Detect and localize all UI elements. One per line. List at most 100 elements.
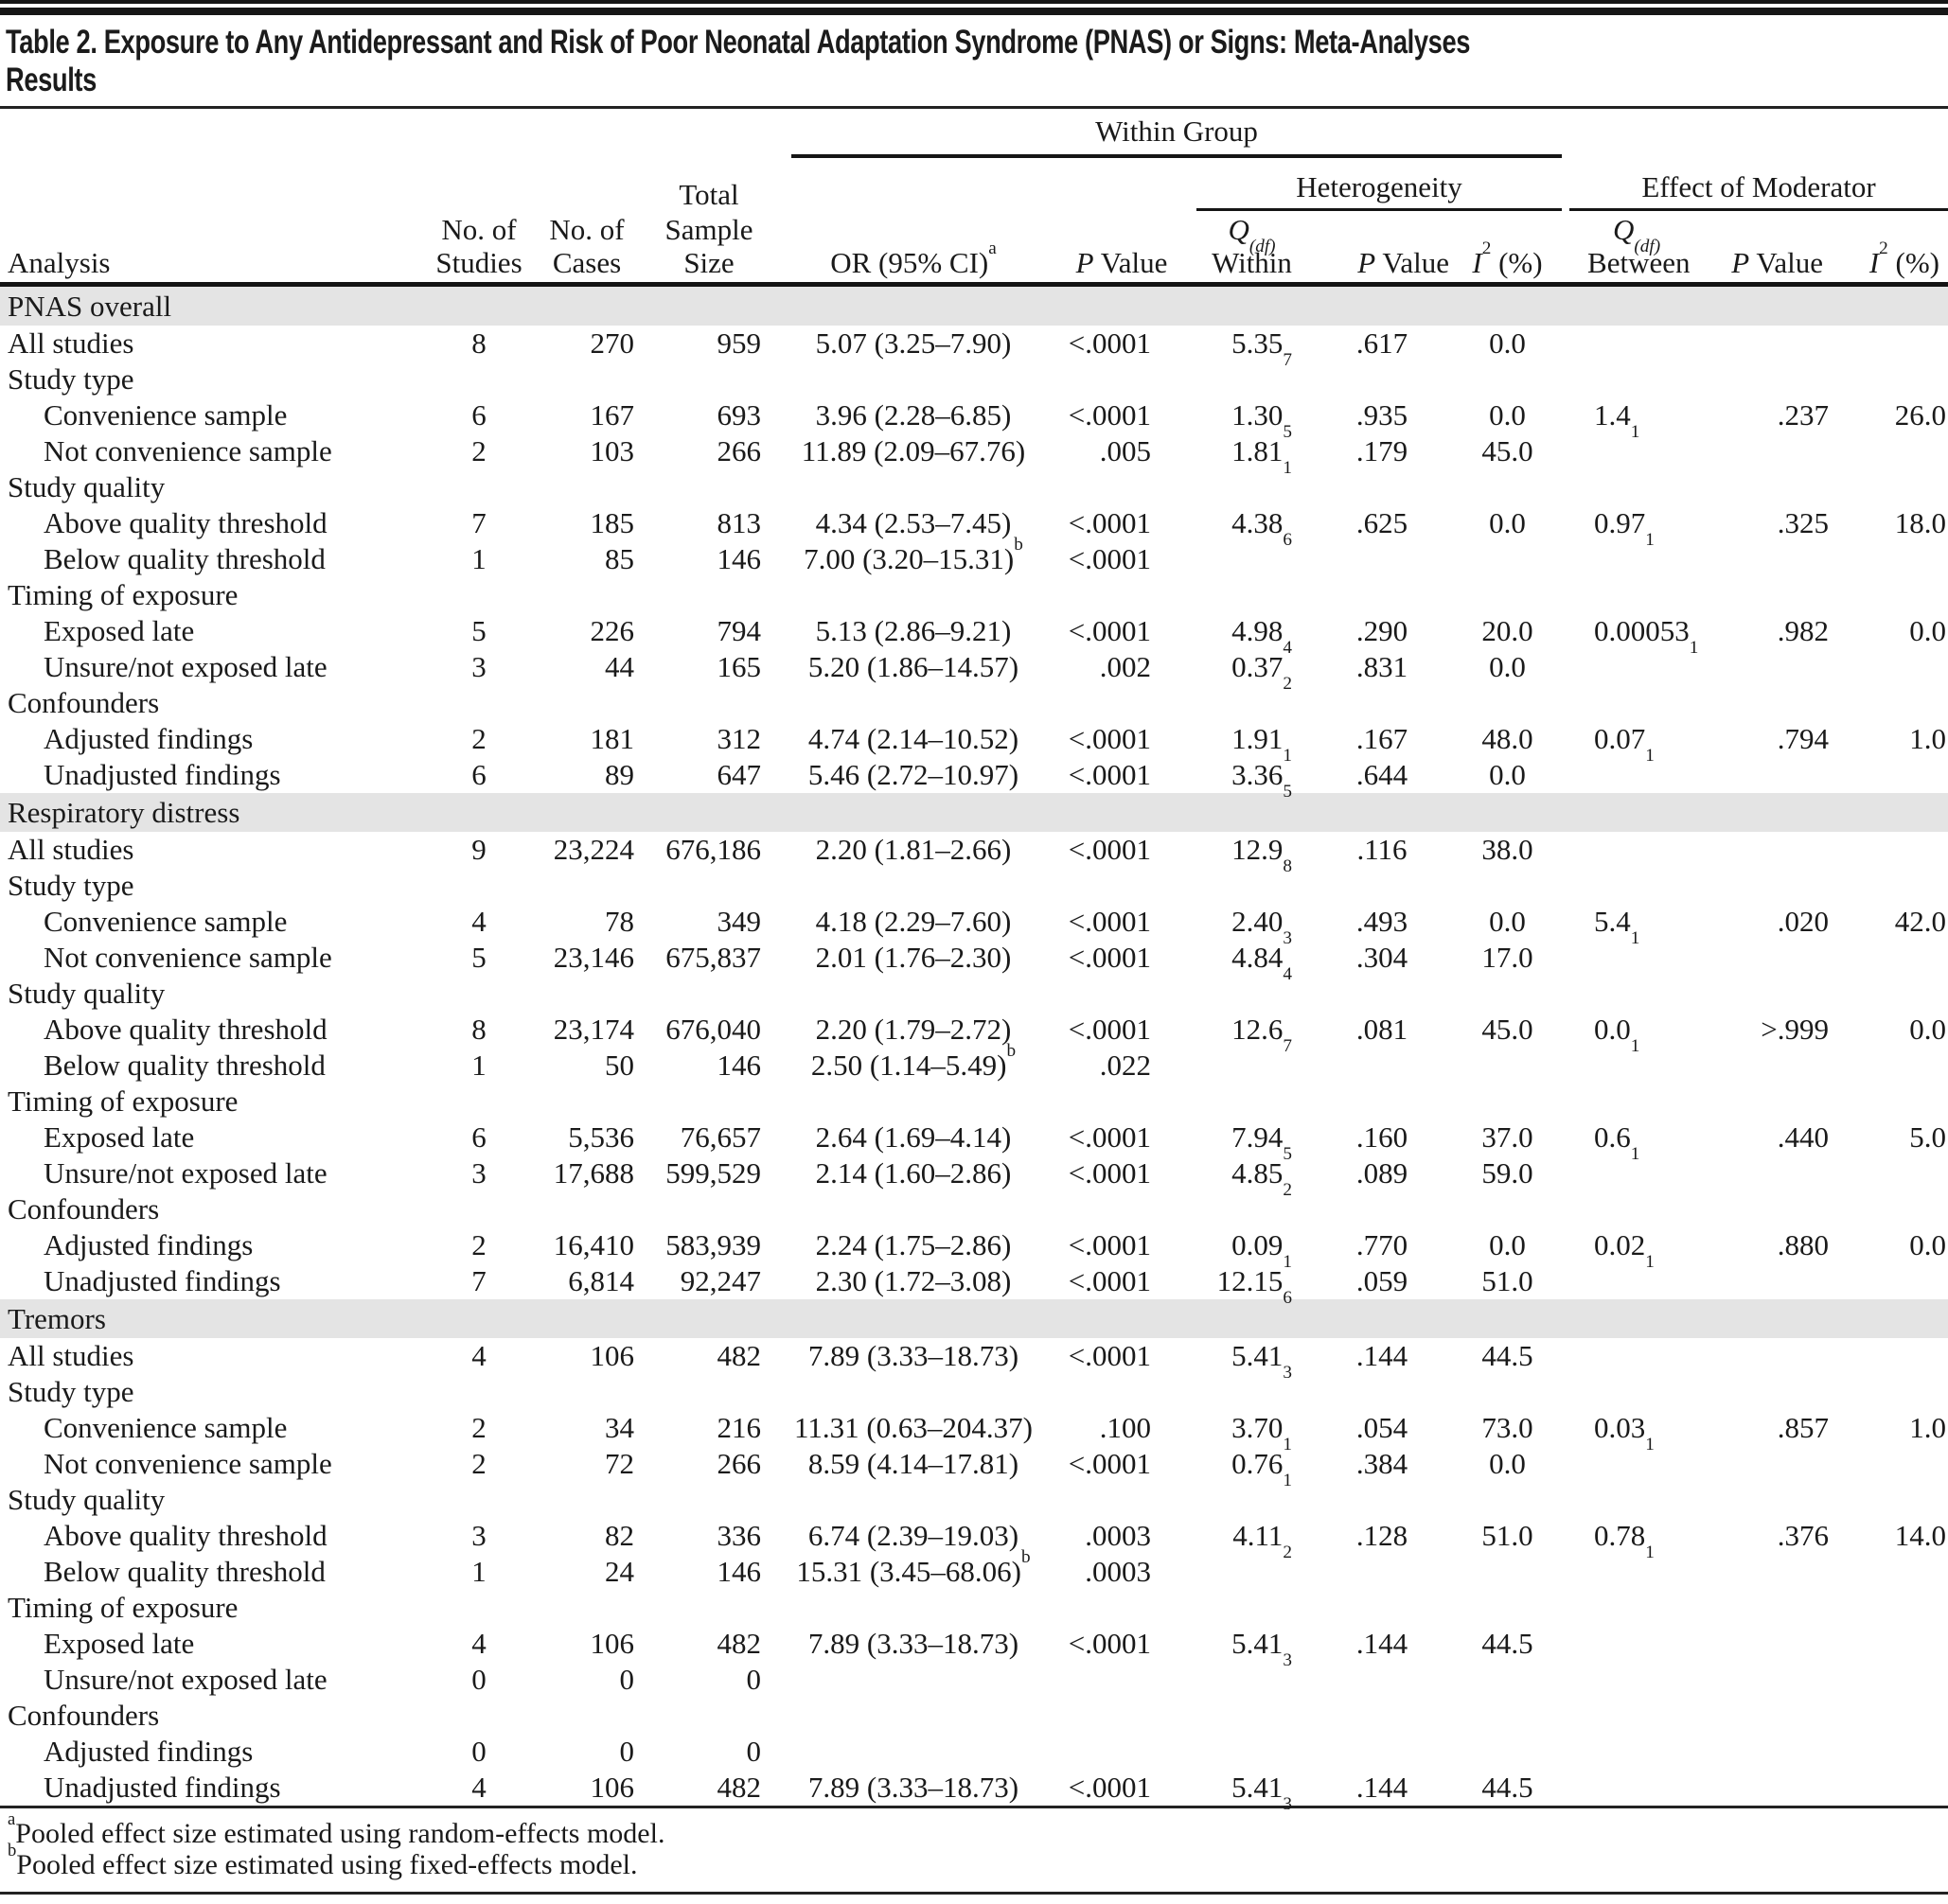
cell-no-of-studies: 2 [471,722,487,755]
cell-total-sample-size: 0 [746,1735,762,1768]
cell-p-value: <.0001 [1068,326,1151,360]
cell-i2-mod [1836,1446,1948,1482]
cell-or-ci: 2.20 (1.81–2.66) [815,833,1012,866]
cell-p-value-mod [1718,1338,1836,1374]
cell-or-ci: 2.50 (1.14–5.49)b [810,1041,1017,1082]
cell-i2-het: 45.0 [1481,1013,1533,1046]
table-row: Convenience sample 6 167 693 3.96 (2.28–6.85… [0,397,1948,442]
spacer-cell [1051,211,1193,246]
cell-i2-mod [1836,832,1948,868]
within-group-label: Within Group [1095,115,1258,148]
spacer-cell [0,109,776,158]
cell-total-sample-size: 583,939 [665,1228,761,1261]
cell-i2-mod: 1.0 [1909,1411,1947,1444]
cell-i2-mod: 14.0 [1894,1519,1947,1552]
subheader-row: Study quality [0,1482,1948,1518]
cell-no-of-cases: 23,224 [553,833,634,866]
cell-i2-mod [1836,649,1948,685]
table-row: Convenience sample 4 78 349 4.18 (2.29–7.60)… [0,904,1948,947]
cell-no-of-studies: 8 [471,1013,487,1046]
group-header-row-1: Within Group [0,109,1948,158]
df-subscript: 4 [1283,963,1292,984]
df-subscript: 4 [1283,637,1292,658]
cell-p-value-mod [1718,541,1836,577]
cell-no-of-studies: 2 [471,434,487,467]
i2-superscript: 2 [1481,238,1492,259]
cell-no-of-studies: 9 [471,833,487,866]
cell-i2-mod [1836,1626,1948,1662]
cell-total-sample-size: 92,247 [680,1264,761,1297]
df-subscript: 5 [1283,781,1292,802]
cell-no-of-studies: 6 [471,398,487,432]
cell-q-within: 5.413 [1231,1339,1292,1383]
cell-no-of-studies: 0 [471,1663,487,1696]
cell-p-value-het [1311,1554,1453,1590]
cell-no-of-cases: 78 [605,905,634,938]
cell-p-value-het [1311,1048,1453,1084]
cell-q-between: 0.021 [1594,1228,1655,1272]
cell-or-ci [776,1734,1051,1770]
value-label: Value [1749,246,1824,279]
cell-p-value: <.0001 [1068,542,1151,575]
cell-q-between: 0.071 [1594,722,1655,766]
cell-or-ci: 6.74 (2.39–19.03) [807,1519,1019,1552]
heterogeneity-header: Heterogeneity [1193,158,1563,211]
cell-q-between: 0.000531 [1594,614,1699,658]
table-row: Below quality threshold 1 85 146 7.00 (3.20–… [0,536,1948,577]
cell-i2-het: 38.0 [1481,833,1533,866]
cell-no-of-cases: 23,146 [553,941,634,974]
cell-p-value-het: .770 [1355,1228,1408,1261]
cell-q-within: 0.372 [1231,650,1292,694]
cell-p-value: .022 [1099,1049,1151,1082]
df-subscript: 1 [1283,1470,1292,1490]
cell-p-value: <.0001 [1068,1120,1151,1154]
cell-total-sample-size: 146 [717,1049,762,1082]
meta-analyses-table: Within Group Total Heterogeneity Effect … [0,109,1948,1813]
total-header-line: Total [679,178,739,211]
table-row: Unadjusted findings 7 6,814 92,247 2.30 (1.7… [0,1263,1948,1307]
table-row: Adjusted findings 0 0 0 [0,1734,1948,1770]
cell-p-value: <.0001 [1068,833,1151,866]
cell-q-between: 0.031 [1594,1411,1655,1454]
cell-p-value: <.0001 [1068,1627,1151,1660]
cell-q-within: 1.305 [1231,398,1292,442]
cell-or-ci: 2.24 (1.75–2.86) [815,1228,1012,1261]
cell-no-of-studies: 7 [471,1264,487,1297]
cell-total-sample-size: 482 [717,1627,762,1660]
cell-no-of-studies: 5 [471,941,487,974]
p-symbol: P [1075,246,1094,279]
cell-no-of-studies: 2 [471,1228,487,1261]
bottom-rule [0,1892,1948,1895]
cell-q-within: 3.701 [1231,1411,1292,1454]
cell-i2-het [1453,1734,1562,1770]
cell-p-value-het: .059 [1355,1264,1408,1297]
cell-total-sample-size: 336 [717,1519,762,1552]
df-subscript: 3 [1283,1649,1292,1670]
cell-q-within [1193,1734,1311,1770]
section-title: PNAS overall [0,284,1948,326]
cell-p-value-het: .116 [1356,833,1408,866]
cell-p-value-het [1311,1662,1453,1698]
cell-p-value-het: .644 [1355,758,1408,791]
cell-p-value-het: .290 [1355,614,1408,647]
cell-or-ci: 11.89 (2.09–67.76) [801,434,1026,467]
cell-or-ci: 2.64 (1.69–4.14) [815,1120,1012,1154]
df-subscript: 1 [1630,1035,1640,1056]
cell-p-value-het: .179 [1355,434,1408,467]
q-symbol: Q [1613,213,1635,246]
footnote-a: aPooled effect size estimated using rand… [0,1810,1948,1849]
subheader-row: Timing of exposure [0,1084,1948,1119]
table-row: Unsure/not exposed late 3 44 165 5.20 (1.86–… [0,649,1948,694]
cell-or-ci: 5.20 (1.86–14.57) [807,650,1019,683]
cell-i2-het: 0.0 [1489,398,1526,432]
subheader-row: Timing of exposure [0,1590,1948,1626]
cell-no-of-studies: 8 [471,326,487,360]
analysis-subheader: Study type [8,1375,134,1408]
table-row: Unsure/not exposed late 3 17,688 599,529 2.1… [0,1155,1948,1199]
cell-p-value-mod [1718,1662,1836,1698]
table-row: All studies 9 23,224 676,186 2.20 (1.81–2.66… [0,832,1948,875]
table-row: Convenience sample 2 34 216 11.31 (0.63–204.… [0,1410,1948,1454]
footnote-a-marker: a [8,1808,16,1829]
df-subscript: 7 [1283,349,1292,370]
analysis-subheader: Study quality [8,470,166,503]
